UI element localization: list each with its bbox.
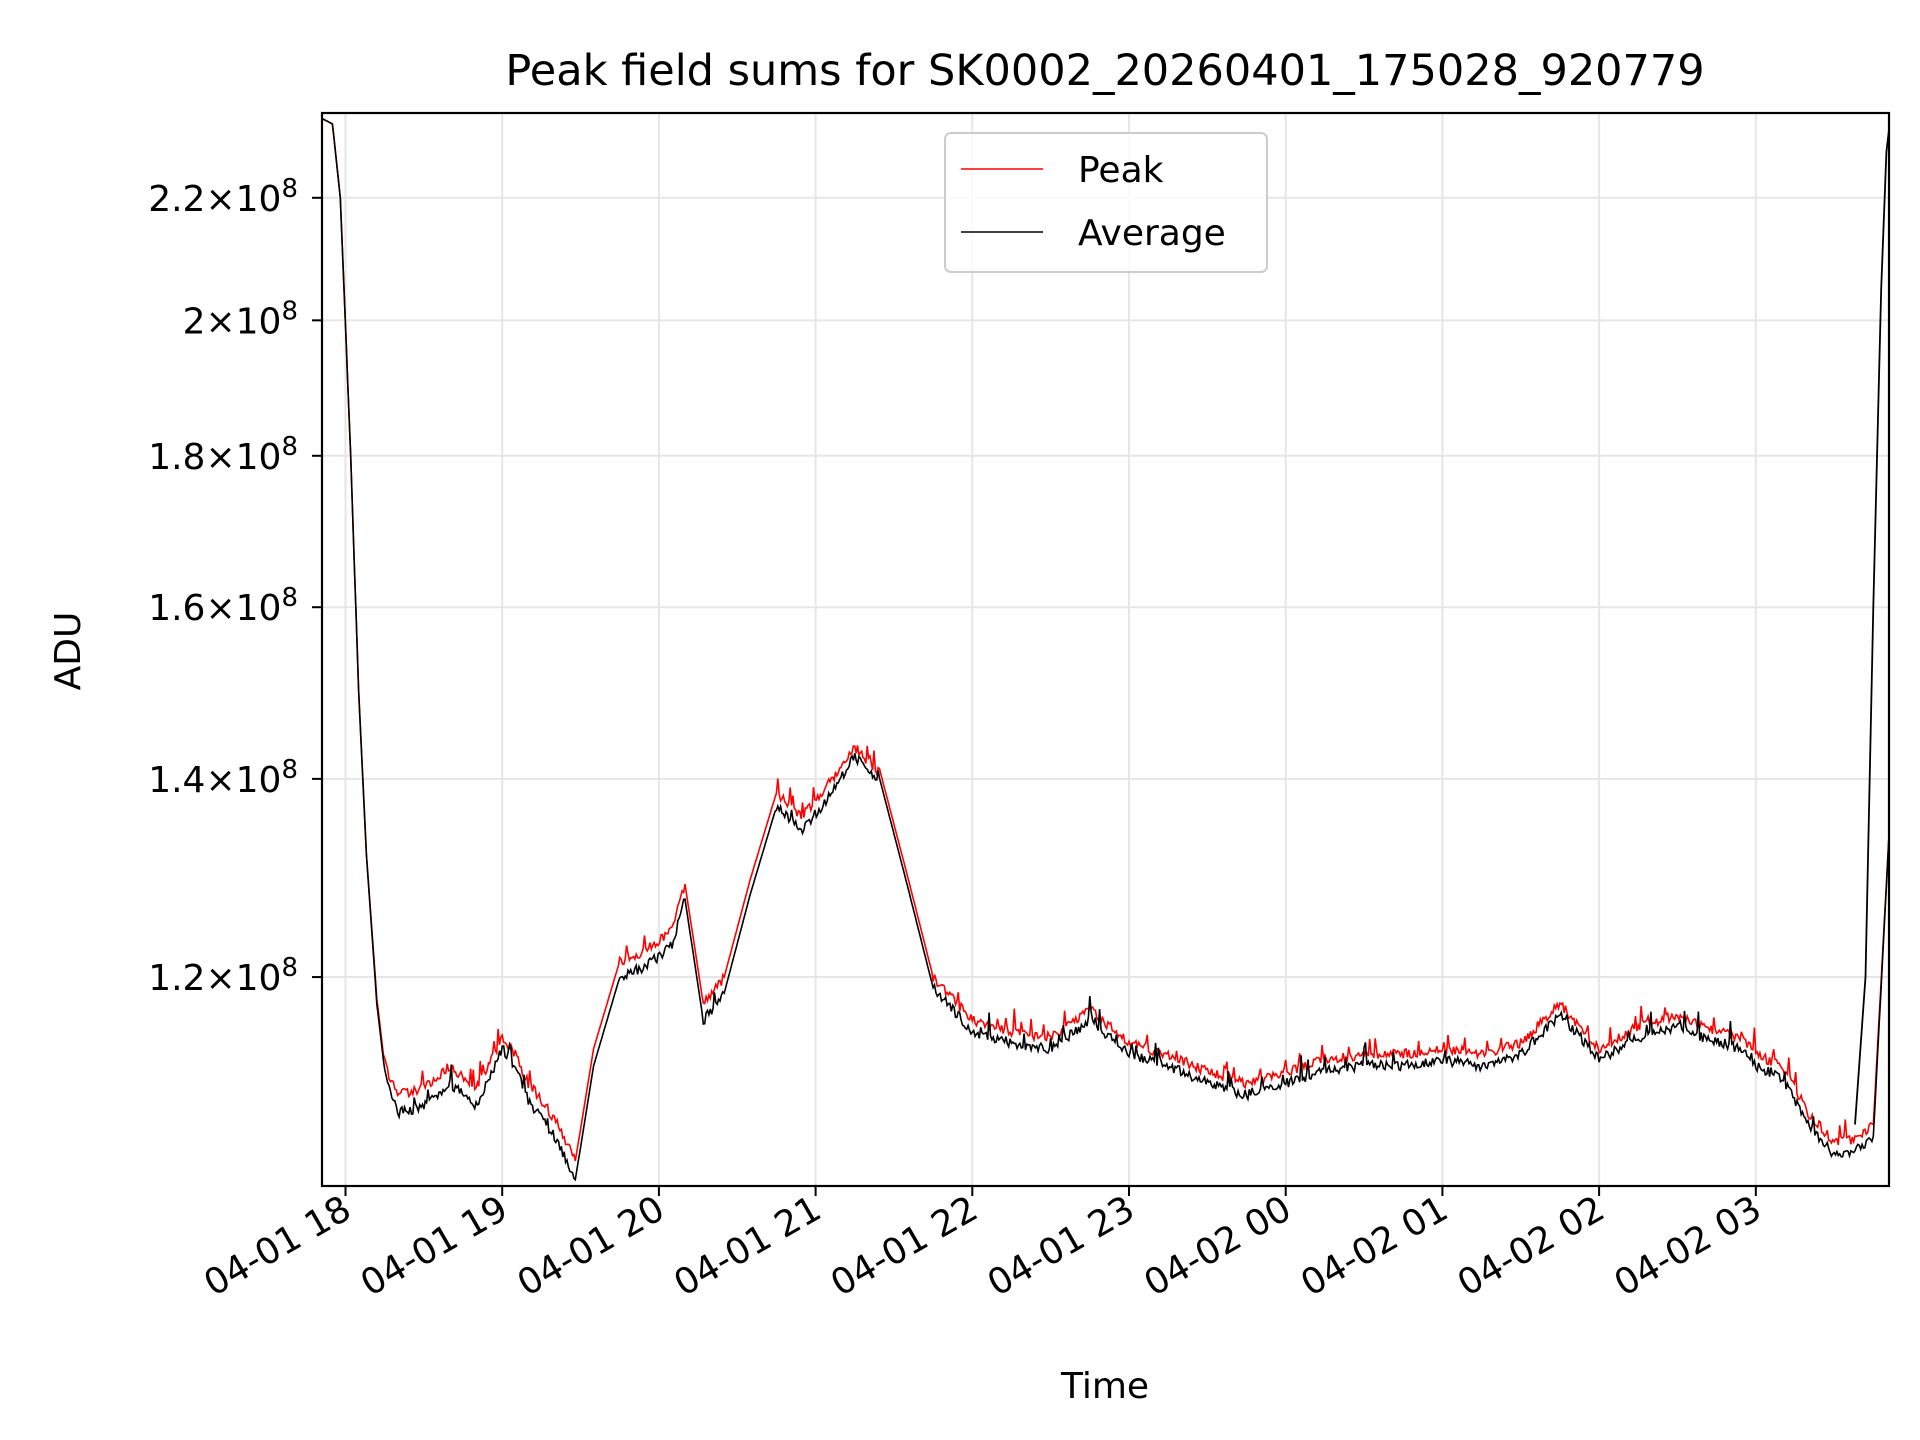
y-tick-mantissa: 1.4 [148, 760, 205, 801]
legend-label-average: Average [1078, 213, 1226, 254]
y-tick-label: 1.6×108 [148, 583, 298, 629]
series-line-tail [1854, 129, 1889, 1125]
grid [322, 113, 1889, 1186]
y-tick-label: 2.2×108 [148, 174, 298, 220]
y-tick-exponent: 8 [281, 296, 298, 326]
y-tick-exponent: 8 [281, 583, 298, 613]
y-tick-mantissa: 1.2 [148, 958, 205, 999]
y-tick-text: 1.2×108 [148, 953, 298, 999]
y-tick-times-ten: ×10 [205, 760, 281, 801]
y-tick-text: 1.8×108 [148, 432, 298, 478]
y-tick-mantissa: 1.6 [148, 588, 205, 629]
y-tick-exponent: 8 [281, 755, 298, 785]
chart-title: Peak field sums for SK0002_20260401_1750… [505, 46, 1704, 96]
legend-label-peak: Peak [1078, 150, 1164, 191]
y-tick-times-ten: ×10 [205, 179, 281, 220]
y-axis-label: ADU [48, 612, 89, 691]
legend: Peak Average [944, 132, 1268, 273]
y-tick-times-ten: ×10 [205, 588, 281, 629]
y-tick-label: 1.8×108 [148, 432, 298, 478]
y-tick-exponent: 8 [281, 953, 298, 983]
y-tick-label: 1.4×108 [148, 755, 298, 801]
y-tick-text: 1.6×108 [148, 583, 298, 629]
plot-lines [322, 117, 1889, 1182]
y-tick-exponent: 8 [281, 432, 298, 462]
x-axis-label: Time [1060, 1366, 1149, 1407]
y-tick-text: 1.4×108 [148, 755, 298, 801]
series-line-average [322, 117, 1889, 1182]
y-tick-times-ten: ×10 [205, 301, 281, 342]
y-tick-times-ten: ×10 [205, 437, 281, 478]
y-tick-label: 1.2×108 [148, 953, 298, 999]
y-tick-mantissa: 2.2 [148, 179, 205, 220]
y-tick-times-ten: ×10 [205, 958, 281, 999]
y-tick-text: 2×108 [183, 296, 298, 342]
y-tick-exponent: 8 [281, 174, 298, 204]
y-tick-mantissa: 1.8 [148, 437, 205, 478]
y-tick-text: 2.2×108 [148, 174, 298, 220]
legend-box [944, 132, 1268, 273]
y-tick-mantissa: 2 [183, 301, 206, 342]
y-tick-label: 2×108 [183, 296, 298, 342]
plot-frame [320, 111, 1891, 1188]
